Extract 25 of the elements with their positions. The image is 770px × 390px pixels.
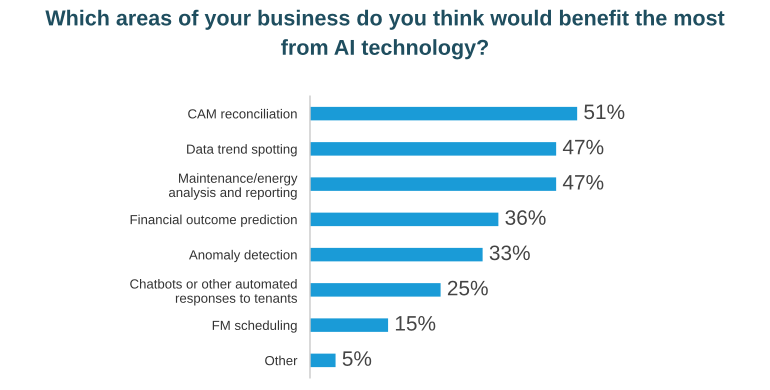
data-label: 5% (342, 351, 372, 366)
chart-title: Which areas of your business do you think would benefit the most from AI technology? (45, 10, 724, 60)
data-label: 51% (584, 104, 624, 120)
bar (310, 176, 558, 192)
y-tick-label: Chatbots or other automated responses to tenants (130, 278, 298, 306)
bar (310, 352, 337, 368)
data-label: 33% (490, 245, 530, 260)
bar (310, 317, 390, 334)
y-tick-label: Data trend spotting (187, 144, 297, 156)
data-label: 15% (396, 316, 436, 331)
y-tick-label: FM scheduling (212, 320, 297, 333)
bar (310, 106, 579, 122)
bar (310, 246, 484, 263)
y-tick-label: Maintenance/energy analysis and reporting (168, 173, 298, 200)
bar (310, 211, 500, 228)
y-tick-label: Financial outcome prediction (130, 214, 297, 227)
data-label: 25% (448, 280, 488, 296)
y-tick-label: CAM reconciliation (188, 108, 297, 119)
data-label: 36% (505, 210, 546, 225)
data-label: 47% (562, 140, 604, 154)
data-label: 47% (562, 175, 604, 190)
bar (310, 140, 558, 157)
y-tick-label: Other (265, 356, 298, 366)
bar (310, 282, 442, 298)
y-tick-label: Anomaly detection (188, 250, 297, 262)
